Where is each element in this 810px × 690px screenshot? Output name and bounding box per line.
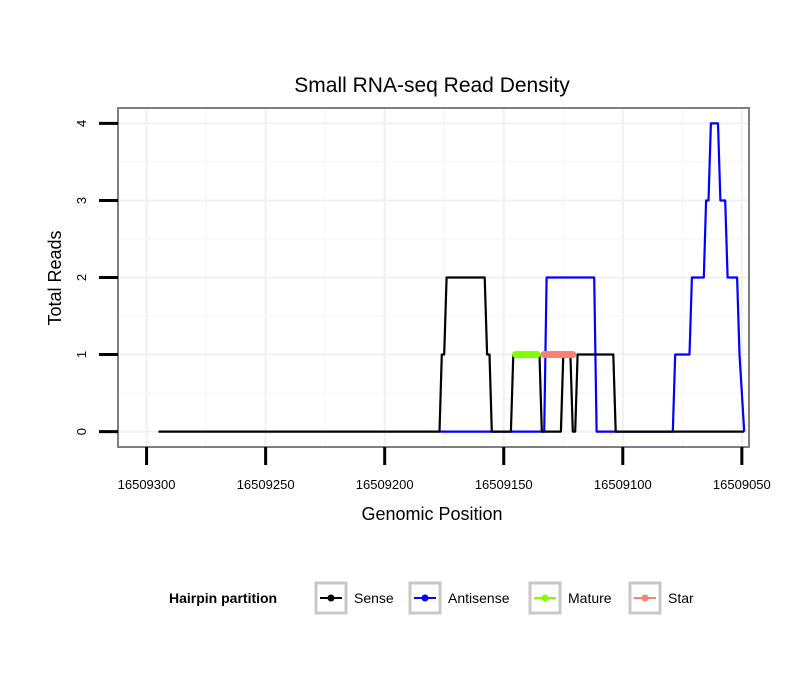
legend-item-mature: Mature xyxy=(528,581,612,615)
x-tick-label: 16509250 xyxy=(237,477,295,492)
x-tick-label: 16509300 xyxy=(118,477,176,492)
y-tick-label: 3 xyxy=(74,197,89,204)
series-lines xyxy=(158,122,746,433)
legend-label: Sense xyxy=(354,590,394,606)
y-tick-label: 1 xyxy=(74,351,89,358)
x-tick-label: 16509100 xyxy=(594,477,652,492)
legend-item-star: Star xyxy=(628,581,694,615)
x-tick-label: 16509050 xyxy=(713,477,771,492)
legend-key-point xyxy=(421,594,429,602)
legend-key-point xyxy=(327,594,335,602)
x-axis: 16509300 16509250 16509200 16509150 16509100… xyxy=(118,447,771,492)
y-tick-label: 0 xyxy=(74,428,89,435)
legend-label: Star xyxy=(668,590,694,606)
series-line-antisense xyxy=(439,122,746,433)
legend-title: Hairpin partition xyxy=(169,590,277,606)
legend-item-antisense: Antisense xyxy=(408,581,510,615)
legend-item-sense: Sense xyxy=(314,581,394,615)
x-axis-label: Genomic Position xyxy=(361,504,502,524)
legend-key-point xyxy=(641,594,649,602)
chart-title: Small RNA-seq Read Density xyxy=(294,74,570,97)
y-axis: 0 1 2 3 4 xyxy=(74,120,118,435)
x-tick-label: 16509200 xyxy=(356,477,414,492)
legend: Hairpin partition Sense Antisense Mature St… xyxy=(169,581,694,615)
x-tick-label: 16509150 xyxy=(475,477,533,492)
y-axis-label: Total Reads xyxy=(45,230,65,325)
legend-label: Mature xyxy=(568,590,612,606)
series-line-sense xyxy=(158,276,745,433)
y-tick-label: 4 xyxy=(74,120,89,127)
y-tick-label: 2 xyxy=(74,274,89,281)
legend-key-point xyxy=(541,594,549,602)
legend-label: Antisense xyxy=(448,590,510,606)
